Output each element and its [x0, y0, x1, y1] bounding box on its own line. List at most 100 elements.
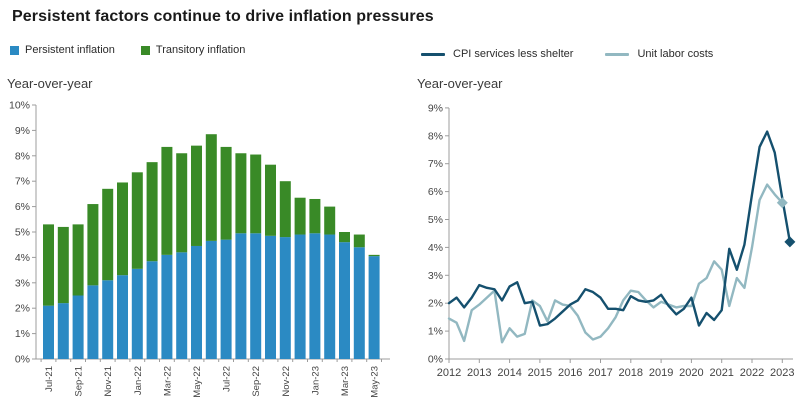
line-x-tick-label: 2013 — [467, 367, 491, 379]
line-y-tick-label: 7% — [428, 158, 443, 170]
line-x-tick-label: 2019 — [649, 367, 673, 379]
bar-segment-transitory — [265, 164, 276, 236]
bar-x-tick-label: Sep-21 — [74, 366, 85, 397]
line-x-tick-label: 2017 — [588, 367, 612, 379]
bar-segment-persistent — [161, 254, 173, 359]
right-chart-legend: CPI services less shelter Unit labor cos… — [421, 48, 713, 60]
bar-segment-transitory — [250, 154, 262, 234]
bar-segment-transitory — [339, 232, 350, 243]
bar-segment-persistent — [146, 261, 158, 359]
bar-x-tick-label: May-23 — [370, 366, 381, 398]
line-x-tick-label: 2012 — [437, 367, 461, 379]
bar-x-tick-label: Mar-23 — [340, 366, 351, 396]
line-y-tick-label: 0% — [428, 354, 443, 366]
bar-segment-transitory — [191, 145, 202, 246]
bar-segment-transitory — [235, 153, 247, 234]
line-x-tick-label: 2016 — [558, 367, 582, 379]
bar-y-tick-label: 4% — [15, 252, 30, 264]
legend-item-persistent-inflation: Persistent inflation — [10, 44, 115, 56]
line-y-tick-label: 9% — [428, 102, 443, 114]
bar-segment-transitory — [294, 197, 306, 235]
bar-segment-transitory — [72, 224, 84, 296]
line-y-tick-label: 3% — [428, 270, 443, 282]
line-y-tick-label: 5% — [428, 214, 443, 226]
right-axis-unit-label: Year-over-year — [417, 76, 503, 91]
bar-segment-persistent — [205, 240, 217, 359]
bar-segment-persistent — [324, 234, 336, 359]
line-y-tick-label: 8% — [428, 130, 443, 142]
legend-label-persistent: Persistent inflation — [25, 44, 115, 56]
bar-segment-transitory — [57, 226, 69, 304]
bar-segment-persistent — [279, 237, 291, 359]
line-x-tick-label: 2014 — [497, 367, 521, 379]
bar-segment-transitory — [43, 224, 54, 306]
line-x-tick-label: 2023 — [770, 367, 794, 379]
line-x-tick-label: 2018 — [619, 367, 643, 379]
line-y-tick-label: 4% — [428, 242, 443, 254]
bar-segment-persistent — [102, 280, 114, 359]
bar-segment-transitory — [102, 188, 114, 281]
bar-segment-persistent — [368, 256, 380, 359]
bar-segment-transitory — [279, 181, 291, 238]
bar-segment-transitory — [117, 182, 128, 276]
bar-x-tick-label: Jan-22 — [133, 366, 144, 395]
bar-segment-persistent — [265, 235, 276, 359]
bar-segment-transitory — [131, 172, 143, 269]
bar-y-tick-label: 3% — [15, 277, 30, 289]
line-x-tick-label: 2020 — [679, 367, 703, 379]
line-x-tick-label: 2022 — [740, 367, 764, 379]
bar-segment-persistent — [235, 233, 247, 359]
bar-segment-transitory — [161, 146, 173, 255]
bar-x-tick-label: Sep-22 — [251, 366, 262, 397]
bar-segment-persistent — [72, 295, 84, 359]
bar-segment-persistent — [353, 247, 365, 359]
bar-y-tick-label: 1% — [15, 328, 30, 340]
bar-segment-persistent — [176, 252, 188, 359]
bar-segment-persistent — [294, 234, 306, 359]
line-x-tick-label: 2021 — [709, 367, 733, 379]
bar-y-tick-label: 5% — [15, 227, 30, 239]
bar-x-tick-label: Jul-21 — [44, 366, 55, 392]
ulc-line-swatch-icon — [605, 52, 630, 56]
bar-segment-transitory — [353, 234, 365, 248]
bar-y-tick-label: 7% — [15, 176, 30, 188]
legend-item-transitory-inflation: Transitory inflation — [140, 44, 246, 56]
cpi-ulc-line-chart: 0% 1% 2% 3% 4% 5% 6% 7% 8% 9% 2012 2013 2014 2015 2016… — [428, 102, 796, 379]
left-chart-legend: Persistent inflation Transitory inflatio… — [10, 44, 245, 56]
line-y-tick-label: 6% — [428, 186, 443, 198]
bar-x-tick-label: May-22 — [192, 366, 203, 398]
line-series-ulc — [447, 183, 784, 344]
bar-x-tick-label: Jan-23 — [310, 366, 321, 395]
bar-segment-persistent — [309, 233, 321, 359]
bar-segment-transitory — [176, 153, 188, 253]
bar-segment-transitory — [220, 146, 232, 240]
bar-x-tick-label: Nov-22 — [281, 366, 292, 397]
bar-y-tick-label: 2% — [15, 303, 30, 315]
bar-segment-transitory — [309, 198, 321, 234]
bar-segment-persistent — [57, 303, 69, 359]
bar-segment-persistent — [43, 305, 54, 359]
persistent-transitory-stacked-bar-chart: 0% 1% 2% 3% 4% 5% 6% 7% 8% 9% 10% Jul-21 Sep-21 Nov-2… — [9, 100, 390, 398]
chart-title: Persistent factors continue to drive inf… — [12, 8, 434, 25]
line-series-cpi — [447, 130, 792, 327]
bar-x-tick-label: Jul-22 — [222, 366, 233, 392]
bar-y-tick-label: 6% — [15, 201, 30, 213]
bar-segment-persistent — [191, 245, 202, 359]
bar-segment-persistent — [117, 275, 128, 359]
bar-segment-transitory — [87, 204, 99, 286]
end-diamond-marker-ulc — [776, 197, 788, 209]
bar-x-tick-label: Nov-21 — [103, 366, 114, 397]
bar-segment-persistent — [131, 268, 143, 359]
legend-label-transitory: Transitory inflation — [155, 44, 246, 56]
bar-y-tick-label: 10% — [9, 100, 30, 112]
legend-item-unit-labor-costs: Unit labor costs — [605, 48, 713, 60]
bar-segment-transitory — [146, 162, 158, 262]
bar-segment-persistent — [339, 242, 350, 359]
transitory-swatch-icon — [140, 45, 150, 55]
persistent-swatch-icon — [10, 45, 19, 55]
bar-x-tick-label: Mar-22 — [162, 366, 173, 396]
bar-y-tick-label: 9% — [15, 125, 30, 137]
legend-label-cpi: CPI services less shelter — [453, 48, 574, 60]
cpi-line-swatch-icon — [421, 52, 445, 56]
